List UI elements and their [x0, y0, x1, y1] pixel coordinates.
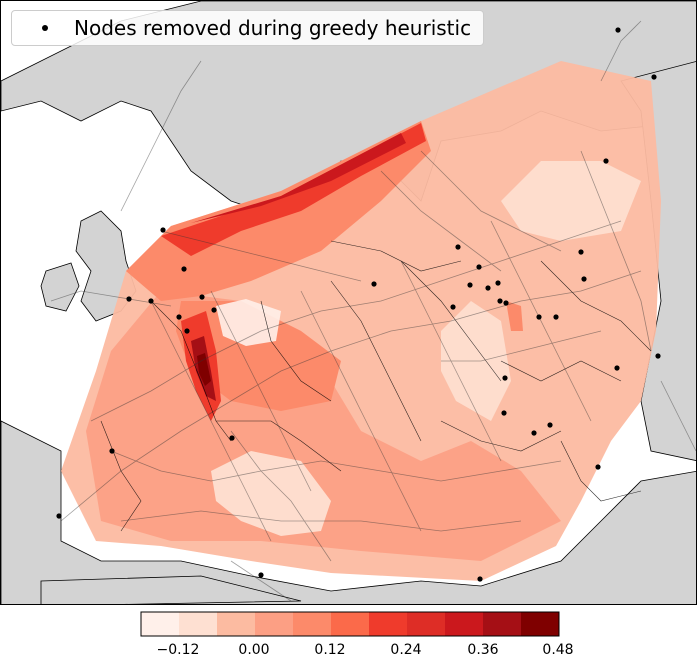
map-legend: Nodes removed during greedy heuristic	[11, 10, 485, 46]
europe-map	[1, 1, 696, 604]
removed-node	[160, 227, 166, 233]
removed-node	[651, 74, 657, 80]
contour-hot-core	[197, 353, 211, 386]
power-grid-lines	[50, 20, 696, 602]
colorbar-band	[179, 612, 218, 636]
colorbar-tick-label: 0.12	[314, 642, 346, 658]
removed-node	[536, 314, 542, 320]
removed-node	[485, 285, 491, 291]
removed-node	[655, 353, 661, 359]
removed-node	[614, 365, 620, 371]
contour-light-south	[211, 451, 331, 536]
removed-node	[581, 276, 587, 282]
colorbar	[140, 611, 560, 637]
removed-node	[501, 410, 507, 416]
removed-nodes	[56, 27, 661, 582]
removed-node	[595, 464, 601, 470]
legend-label: Nodes removed during greedy heuristic	[74, 16, 472, 40]
removed-node	[56, 513, 62, 519]
colorbar-tick-label: 0.00	[238, 642, 270, 658]
contour-light-east	[441, 301, 511, 421]
colorbar-tick-label: 0.24	[390, 642, 422, 658]
contour-east-spot	[506, 301, 523, 331]
removed-node	[229, 435, 235, 441]
removed-node	[603, 158, 609, 164]
colorbar-band	[331, 612, 370, 636]
removed-node	[531, 430, 537, 436]
removed-node	[109, 448, 115, 454]
removed-node	[547, 422, 553, 428]
removed-node	[495, 280, 501, 286]
removed-node	[578, 249, 584, 255]
africa-land	[40, 575, 302, 604]
removed-node	[503, 300, 509, 306]
contour-light-northeast	[501, 161, 641, 241]
contour-light-west	[216, 299, 281, 346]
colorbar-band	[445, 612, 484, 636]
removed-node	[450, 304, 456, 310]
removed-node	[497, 298, 503, 304]
country-borders	[100, 240, 652, 532]
removed-node	[148, 298, 154, 304]
removed-node	[258, 572, 264, 578]
colorbar-band	[521, 612, 560, 636]
removed-node	[181, 266, 187, 272]
colorbar-band	[293, 612, 332, 636]
removed-node	[371, 281, 377, 287]
colorbar-band	[483, 612, 522, 636]
contour-red-north-3	[191, 133, 406, 223]
removed-node	[502, 375, 508, 381]
removed-node	[477, 576, 483, 582]
black-dot-icon	[42, 25, 48, 31]
removed-node	[126, 296, 132, 302]
removed-node	[211, 307, 217, 313]
colorbar-tick-label: 0.48	[542, 642, 574, 658]
colorbar-ticks: −0.12 0.00 0.12 0.24 0.36 0.48	[140, 642, 574, 660]
colorbar-band	[369, 612, 408, 636]
colorbar-tick-label: −0.12	[156, 642, 200, 658]
removed-node	[184, 328, 190, 334]
removed-node	[467, 282, 473, 288]
removed-node	[615, 27, 621, 33]
colorbar-band	[217, 612, 256, 636]
colorbar-band	[407, 612, 446, 636]
removed-node	[553, 314, 559, 320]
removed-node	[199, 294, 205, 300]
removed-node	[476, 264, 482, 270]
ireland-land	[40, 262, 80, 312]
colorbar-border	[140, 611, 560, 637]
colorbar-band	[255, 612, 294, 636]
map-panel: Nodes removed during greedy heuristic	[0, 0, 697, 605]
colorbar-tick-label: 0.36	[467, 642, 499, 658]
removed-node	[455, 244, 461, 250]
colorbar-band	[141, 612, 180, 636]
removed-node	[176, 314, 182, 320]
